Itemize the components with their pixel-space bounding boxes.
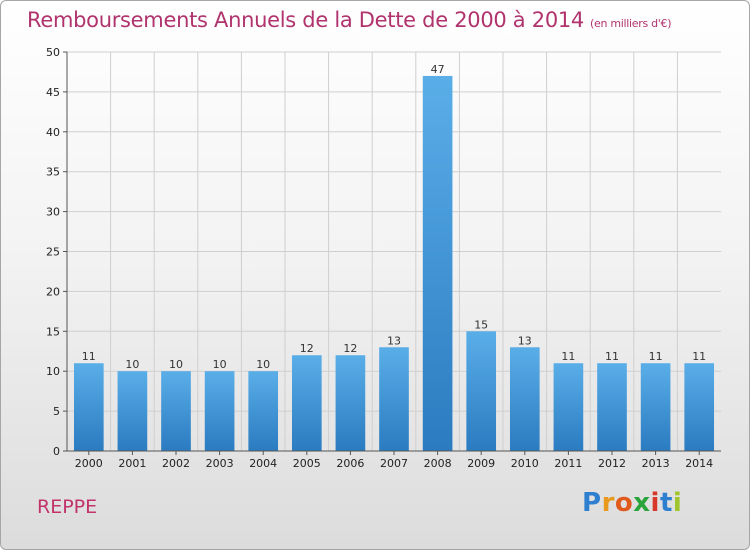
x-tick-label-2012: 2012	[598, 457, 626, 470]
bar-2001	[117, 371, 148, 451]
data-label-2013: 11	[649, 350, 663, 363]
y-tick-labels: 0 5 10 15 20 25 30 35 40 45 50	[46, 46, 60, 458]
bar-2003	[204, 371, 235, 451]
x-tick-labels: 2000 2001 2002 2003 2004 2005 2006 2007 2008 2009…	[75, 457, 713, 470]
data-label-2001: 10	[125, 358, 139, 371]
data-label-2011: 11	[561, 350, 575, 363]
chart-title-text: Remboursements Annuels de la Dette de 20…	[27, 8, 584, 32]
bar-2008	[422, 75, 453, 451]
bar-2007	[379, 347, 409, 451]
y-tick-label: 5	[53, 405, 60, 418]
y-tick-label: 15	[46, 325, 60, 338]
commune-name: REPPE	[37, 496, 98, 518]
bar-2000	[73, 363, 104, 451]
data-label-2008: 47	[431, 63, 445, 76]
x-tick-label-2013: 2013	[642, 457, 670, 470]
bar-2013	[640, 363, 671, 451]
data-label-2005: 12	[300, 342, 314, 355]
chart-title: Remboursements Annuels de la Dette de 20…	[27, 8, 671, 32]
bar-2011	[553, 363, 584, 451]
y-tick-label: 50	[46, 46, 60, 59]
bar-2012	[597, 363, 627, 451]
x-tick-label-2010: 2010	[511, 457, 539, 470]
data-label-2003: 10	[213, 358, 227, 371]
bars	[73, 75, 715, 451]
y-tick-label: 10	[46, 365, 60, 378]
bar-2004	[248, 371, 279, 451]
data-label-2014: 11	[692, 350, 706, 363]
x-tick-label-2005: 2005	[293, 457, 321, 470]
y-tick-label: 45	[46, 86, 60, 99]
data-label-2012: 11	[605, 350, 619, 363]
x-tick-label-2009: 2009	[467, 457, 495, 470]
x-tick-label-2006: 2006	[336, 457, 364, 470]
y-tick-label: 0	[53, 445, 60, 458]
y-tick-label: 40	[46, 126, 60, 139]
data-label-2000: 11	[82, 350, 96, 363]
data-label-2010: 13	[518, 334, 532, 347]
x-tick-label-2000: 2000	[75, 457, 103, 470]
data-label-2002: 10	[169, 358, 183, 371]
bar-2014	[684, 363, 715, 451]
x-tick-label-2011: 2011	[554, 457, 582, 470]
data-label-2006: 12	[343, 342, 357, 355]
x-tick-label-2001: 2001	[118, 457, 146, 470]
y-tick-label: 35	[46, 166, 60, 179]
bar-2006	[335, 355, 366, 451]
data-label-2009: 15	[474, 318, 488, 331]
bar-2009	[466, 331, 497, 451]
data-labels: 11 10 10 10 10 12 12 13 47 15 13 11 11 11 11	[82, 63, 706, 371]
bar-2005	[291, 355, 322, 451]
y-tick-label: 20	[46, 285, 60, 298]
x-tick-label-2007: 2007	[380, 457, 408, 470]
y-tick-label: 30	[46, 206, 60, 219]
chart-subtitle: (en milliers d'€)	[590, 17, 672, 30]
axes	[63, 51, 721, 455]
x-tick-label-2014: 2014	[685, 457, 713, 470]
data-label-2004: 10	[256, 358, 270, 371]
y-tick-label: 25	[46, 246, 60, 259]
data-label-2007: 13	[387, 334, 401, 347]
x-tick-label-2002: 2002	[162, 457, 190, 470]
x-tick-label-2004: 2004	[249, 457, 277, 470]
x-tick-label-2003: 2003	[206, 457, 234, 470]
bar-2002	[161, 371, 191, 451]
bar-2010	[509, 347, 540, 451]
x-tick-label-2008: 2008	[424, 457, 452, 470]
proxiti-logo: Proxiti	[582, 488, 683, 518]
